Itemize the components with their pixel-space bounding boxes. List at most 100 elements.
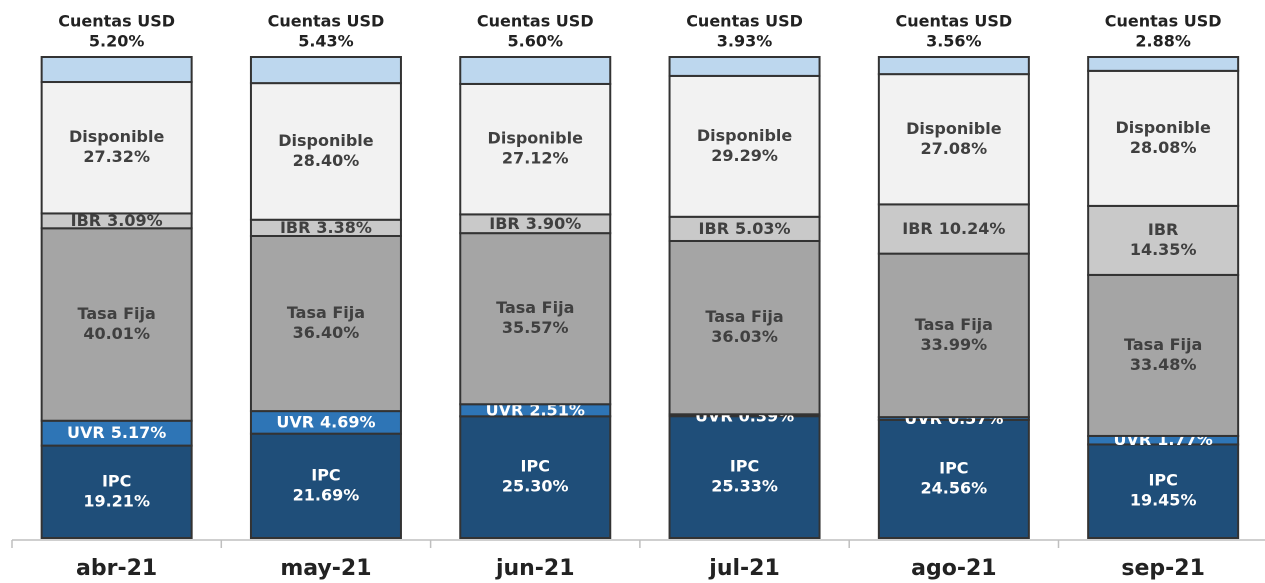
value-label: 25.33%	[711, 477, 778, 496]
bar-segment	[40, 227, 193, 422]
series-label: IBR	[71, 210, 101, 229]
bar-segment	[877, 418, 1030, 539]
series-label: Tasa Fija	[915, 315, 993, 334]
value-label: 21.69%	[293, 485, 360, 504]
series-label: Cuentas USD	[1105, 12, 1222, 31]
bar-segment	[40, 419, 193, 447]
value-label: 14.35%	[1130, 240, 1197, 259]
value-label: 33.99%	[921, 335, 988, 354]
value-label: 3.38%	[316, 217, 372, 236]
series-label: IPC	[1148, 471, 1177, 490]
value-label: 5.20%	[89, 32, 145, 51]
series-label: Disponible	[1115, 118, 1211, 137]
value-label: 19.21%	[83, 491, 150, 510]
series-label: Tasa Fija	[287, 303, 365, 322]
value-label: 33.48%	[1130, 355, 1197, 374]
bar-segment	[668, 239, 821, 416]
series-label: Disponible	[697, 126, 793, 145]
value-label: 3.93%	[717, 32, 773, 51]
segment-label: IBR 3.09%	[71, 210, 163, 229]
series-label: IBR	[280, 217, 310, 236]
bar-segment	[1087, 204, 1240, 276]
x-tick-label: sep-21	[1121, 556, 1205, 581]
series-label: Tasa Fija	[78, 304, 156, 323]
series-label: UVR	[276, 412, 314, 431]
bar-segment	[1087, 443, 1240, 540]
value-label: 27.32%	[83, 147, 150, 166]
series-label: Cuentas USD	[895, 12, 1012, 31]
series-label: Cuentas USD	[58, 12, 175, 31]
value-label: 27.12%	[502, 149, 569, 168]
segment-label: UVR 5.17%	[67, 423, 166, 442]
series-label: Disponible	[488, 129, 584, 148]
value-label: 28.40%	[293, 151, 360, 170]
value-label: 3.56%	[926, 32, 982, 51]
value-label: 5.03%	[735, 218, 791, 237]
bar-segment	[459, 56, 612, 85]
bar-segment	[249, 82, 402, 221]
value-label: 4.69%	[320, 412, 376, 431]
bar-segment	[249, 56, 402, 85]
series-label: IBR	[1148, 220, 1178, 239]
bar-segment	[40, 444, 193, 540]
series-label: IBR	[902, 219, 932, 238]
value-label: 36.03%	[711, 327, 778, 346]
series-label: Tasa Fija	[705, 307, 783, 326]
bar-segment	[1087, 56, 1240, 72]
value-label: 5.43%	[298, 32, 354, 51]
value-label: 25.30%	[502, 477, 569, 496]
bar-segment	[668, 215, 821, 242]
series-label: Disponible	[278, 131, 374, 150]
value-label: 5.60%	[507, 32, 563, 51]
bar-segment	[877, 56, 1030, 76]
series-label: Disponible	[69, 127, 165, 146]
value-label: 29.29%	[711, 146, 778, 165]
x-tick-label: jul-21	[708, 556, 780, 581]
bar-segment	[668, 415, 821, 539]
series-label: Cuentas USD	[686, 12, 803, 31]
series-label: Tasa Fija	[1124, 335, 1202, 354]
value-label: 10.24%	[939, 219, 1006, 238]
bar-segment	[459, 232, 612, 406]
bar-segment	[668, 74, 821, 218]
series-label: Disponible	[906, 119, 1002, 138]
bar-segment	[459, 415, 612, 540]
bar-segment	[249, 234, 402, 413]
series-label: Tasa Fija	[496, 298, 574, 317]
segment-label: IBR 3.90%	[489, 213, 581, 232]
segment-label: IBR 3.38%	[280, 217, 372, 236]
series-label: IPC	[939, 458, 968, 477]
value-label: 19.45%	[1130, 491, 1197, 510]
value-label: 28.08%	[1130, 138, 1197, 157]
bar-segment	[40, 81, 193, 215]
x-tick-label: may-21	[280, 556, 371, 581]
value-label: 36.40%	[293, 323, 360, 342]
series-label: IPC	[730, 457, 759, 476]
bar-segment	[459, 82, 612, 216]
x-tick-label: abr-21	[76, 556, 157, 581]
series-label: Cuentas USD	[268, 12, 385, 31]
series-label: Cuentas USD	[477, 12, 594, 31]
x-tick-label: ago-21	[911, 556, 996, 581]
bar-segment	[877, 203, 1030, 255]
x-tick-label: jun-21	[495, 556, 575, 581]
series-label: IPC	[102, 471, 131, 490]
series-label: IBR	[489, 213, 519, 232]
series-label: IPC	[311, 465, 340, 484]
segment-label: IBR 10.24%	[902, 219, 1005, 238]
value-label: 27.08%	[921, 139, 988, 158]
series-label: IPC	[521, 457, 550, 476]
value-label: 24.56%	[921, 478, 988, 497]
bar-segment	[877, 252, 1030, 419]
bar-segment	[668, 56, 821, 77]
series-label: IBR	[699, 218, 729, 237]
segment-label: IBR 5.03%	[699, 218, 791, 237]
value-label: 35.57%	[502, 318, 569, 337]
series-label: UVR	[67, 423, 105, 442]
value-label: 3.90%	[526, 213, 582, 232]
bar-segment	[1087, 273, 1240, 437]
value-label: 5.17%	[111, 423, 167, 442]
bar-segment	[1087, 69, 1240, 207]
value-label: 40.01%	[83, 324, 150, 343]
